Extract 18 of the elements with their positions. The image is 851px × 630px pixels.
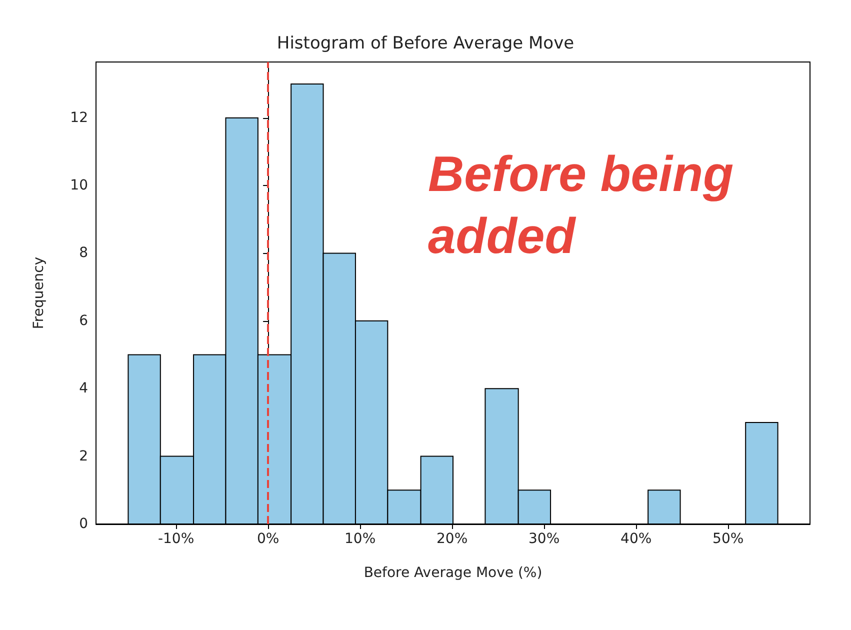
y-tick-label: 2: [79, 448, 88, 464]
x-tick-label: 50%: [712, 531, 744, 547]
y-tick-label: 6: [79, 312, 88, 329]
annotation: Before being added: [428, 146, 748, 264]
x-tick-label: -10%: [158, 531, 194, 547]
x-tick-label: 40%: [620, 531, 652, 547]
x-tick-label: 20%: [436, 531, 468, 547]
y-tick-label: 10: [70, 178, 88, 194]
y-tick-label: 4: [79, 380, 88, 397]
y-axis-title: Frequency: [31, 256, 47, 330]
x-tick-label: 10%: [344, 531, 376, 547]
x-axis-title: Before Average Move (%): [364, 565, 542, 581]
y-tick-label: 12: [70, 110, 88, 126]
chart-title: Histogram of Before Average Move: [276, 34, 574, 54]
y-tick-label: 0: [79, 516, 88, 532]
x-tick-label: 0%: [256, 531, 280, 547]
x-tick-label: 30%: [528, 531, 560, 547]
y-tick-label: 8: [79, 245, 88, 262]
